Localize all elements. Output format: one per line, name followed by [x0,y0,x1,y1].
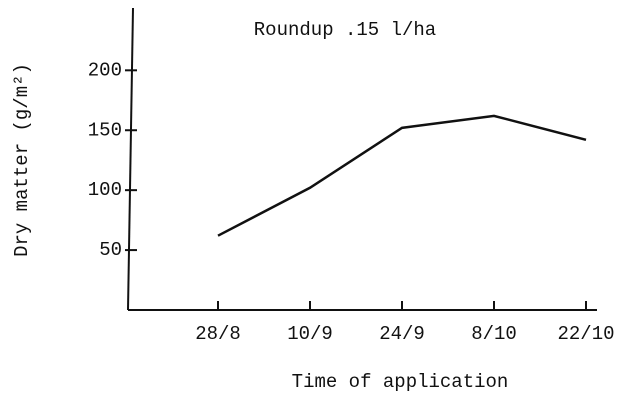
data-line [217,114,587,237]
x-axis-label: Time of application [292,371,509,393]
y-tick-label: 200 [88,59,122,81]
x-tick-label: 8/10 [471,323,517,345]
y-axis [127,7,134,311]
x-tick-label: 10/9 [287,323,333,345]
y-tick-label: 150 [88,119,122,141]
x-tick-label: 28/8 [195,323,241,345]
y-tick-label: 100 [88,179,122,201]
x-tick-label: 24/9 [379,323,425,345]
y-axis-label: Dry matter (g/m²) [11,63,33,257]
y-tick-label: 50 [99,239,122,261]
x-tick-label: 22/10 [557,323,614,345]
chart-title: Roundup .15 l/ha [254,19,436,41]
